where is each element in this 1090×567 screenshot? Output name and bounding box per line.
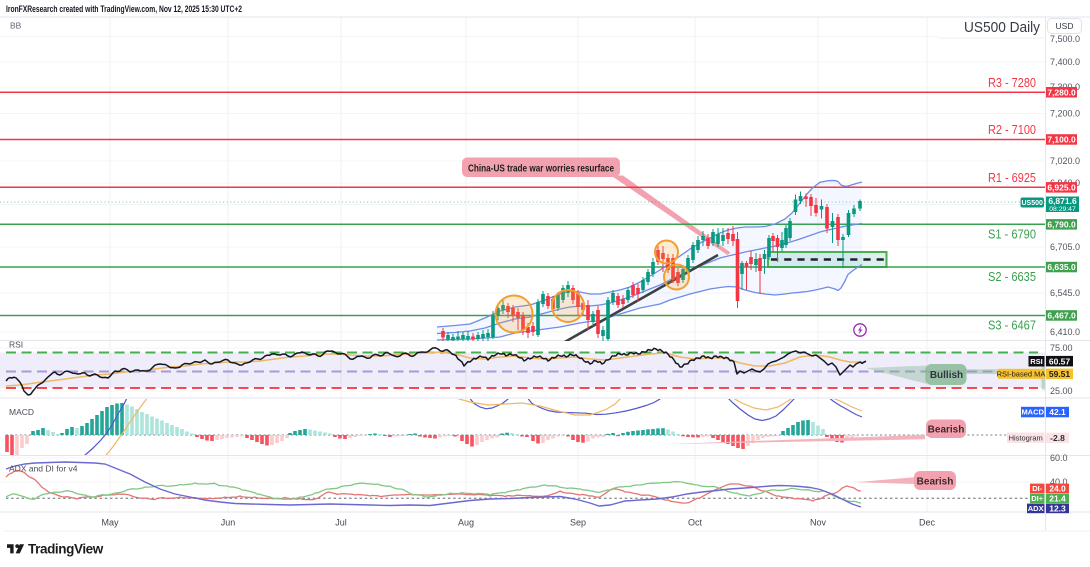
svg-text:Bearish: Bearish	[917, 477, 954, 488]
svg-text:Jul: Jul	[335, 518, 347, 528]
svg-text:21.4: 21.4	[1049, 494, 1066, 504]
svg-text:RSI: RSI	[1030, 357, 1043, 366]
svg-text:75.00: 75.00	[1050, 343, 1073, 353]
svg-text:59.51: 59.51	[1049, 369, 1071, 379]
svg-text:S3 - 6467: S3 - 6467	[988, 318, 1036, 333]
svg-text:6,635.0: 6,635.0	[1047, 262, 1076, 272]
svg-text:ADX and DI for v4: ADX and DI for v4	[9, 464, 78, 474]
svg-text:7,400.0: 7,400.0	[1050, 57, 1080, 67]
svg-text:24.0: 24.0	[1049, 484, 1066, 494]
svg-text:MACD: MACD	[9, 407, 34, 417]
svg-text:R2 - 7100: R2 - 7100	[988, 122, 1036, 137]
svg-text:Bearish: Bearish	[928, 425, 965, 436]
svg-text:60.0: 60.0	[1050, 453, 1068, 463]
svg-text:6,871.6: 6,871.6	[1048, 196, 1077, 206]
svg-text:May: May	[101, 518, 119, 528]
svg-text:6,790.0: 6,790.0	[1047, 220, 1076, 230]
svg-text:Oct: Oct	[688, 518, 703, 528]
svg-text:Bullish: Bullish	[930, 370, 963, 381]
svg-text:R1 - 6925: R1 - 6925	[988, 170, 1036, 185]
svg-text:RSI: RSI	[9, 340, 23, 350]
svg-text:Nov: Nov	[810, 518, 827, 528]
svg-text:6,467.0: 6,467.0	[1047, 311, 1076, 321]
svg-text:US500 Daily: US500 Daily	[964, 19, 1040, 36]
svg-text:60.57: 60.57	[1049, 356, 1071, 366]
svg-text:DI-: DI-	[1032, 484, 1043, 493]
svg-text:ADX: ADX	[1028, 504, 1044, 513]
svg-text:S2 - 6635: S2 - 6635	[988, 269, 1036, 284]
svg-text:25.00: 25.00	[1050, 386, 1073, 396]
svg-text:Jun: Jun	[221, 518, 236, 528]
svg-text:Histogram: Histogram	[1009, 433, 1043, 442]
svg-text:China-US trade war worries res: China-US trade war worries resurface	[468, 163, 614, 175]
svg-text:7,100.0: 7,100.0	[1047, 135, 1076, 145]
svg-text:DI+: DI+	[1031, 494, 1044, 503]
svg-text:IronFXResearch created with Tr: IronFXResearch created with TradingView.…	[6, 4, 242, 15]
svg-text:6,705.0: 6,705.0	[1050, 242, 1080, 252]
svg-text:-2.8: -2.8	[1050, 433, 1065, 443]
svg-text:7,280.0: 7,280.0	[1047, 88, 1076, 98]
svg-text:TradingView: TradingView	[28, 541, 104, 556]
svg-text:6,410.0: 6,410.0	[1050, 327, 1080, 337]
svg-text:Dec: Dec	[919, 518, 936, 528]
svg-text:US500: US500	[1021, 200, 1043, 207]
svg-text:7,020.0: 7,020.0	[1050, 156, 1080, 166]
svg-text:6,925.0: 6,925.0	[1047, 183, 1076, 193]
svg-text:S1 - 6790: S1 - 6790	[988, 226, 1036, 241]
svg-text:Aug: Aug	[458, 518, 474, 528]
svg-text:6,545.0: 6,545.0	[1050, 288, 1080, 298]
svg-text:MACD: MACD	[1021, 408, 1044, 417]
svg-text:42.1: 42.1	[1049, 407, 1066, 417]
svg-text:7,500.0: 7,500.0	[1050, 34, 1080, 44]
svg-text:BB: BB	[10, 21, 22, 31]
svg-text:7,200.0: 7,200.0	[1050, 109, 1080, 119]
svg-text:R3 - 7280: R3 - 7280	[988, 75, 1036, 90]
svg-text:Sep: Sep	[570, 518, 586, 528]
svg-text:USD: USD	[1056, 21, 1074, 31]
svg-text:08:29:47: 08:29:47	[1049, 206, 1076, 213]
svg-text:40.0: 40.0	[1050, 477, 1068, 487]
svg-text:RSI-based MA: RSI-based MA	[997, 369, 1046, 378]
svg-text:12.3: 12.3	[1049, 504, 1066, 514]
